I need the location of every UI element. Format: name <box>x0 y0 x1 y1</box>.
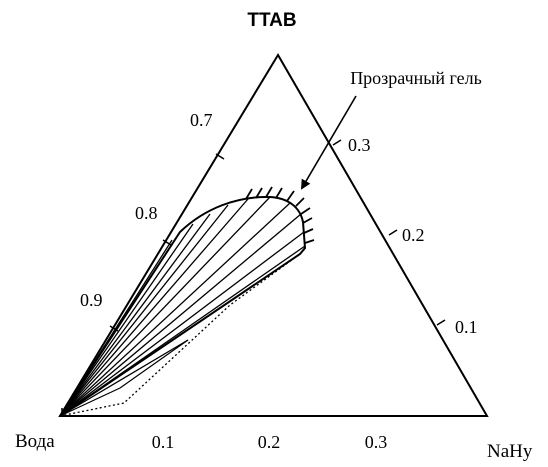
annotation-label: Прозрачный гель <box>350 68 482 88</box>
tie-line <box>59 231 305 417</box>
tie-line <box>59 231 181 417</box>
hatch-mark <box>255 187 263 199</box>
left-edge-label-07: 0.7 <box>190 110 213 130</box>
hatch-mark <box>265 186 273 198</box>
gel-boundary-hatching <box>245 186 315 244</box>
vertex-label-top: TTAB <box>247 10 296 31</box>
hatch-mark <box>303 228 314 234</box>
hatch-mark <box>304 239 315 244</box>
hatch-mark <box>245 188 253 200</box>
right-edge-label-02: 0.2 <box>402 225 425 245</box>
right-tick-01 <box>436 319 446 326</box>
left-tick-07 <box>215 153 225 160</box>
right-edge-label-01: 0.1 <box>455 317 478 337</box>
tie-line <box>59 339 189 417</box>
hatch-mark <box>286 190 295 202</box>
bottom-edge-label-02: 0.2 <box>258 432 281 452</box>
tie-lines <box>59 196 306 417</box>
vertex-label-left: Вода <box>15 431 55 452</box>
edge-ticks <box>61 139 446 416</box>
right-edge-label-03: 0.3 <box>348 135 371 155</box>
right-tick-03 <box>332 139 342 146</box>
tie-line <box>59 196 271 417</box>
bottom-edge-label-03: 0.3 <box>365 432 388 452</box>
ternary-triangle <box>58 53 489 417</box>
tie-line <box>59 223 194 417</box>
lower-phase-boundary <box>59 339 189 417</box>
tie-line <box>59 204 229 417</box>
hatch-mark <box>295 197 305 207</box>
dotted-phase-boundary <box>59 253 301 417</box>
tie-line <box>59 202 291 417</box>
tie-line <box>59 213 302 417</box>
hatch-mark <box>275 187 283 199</box>
tie-line <box>59 198 249 417</box>
bottom-edge-label-01: 0.1 <box>152 432 175 452</box>
tie-line <box>59 213 211 417</box>
hatch-mark <box>300 207 311 215</box>
annotation-arrow <box>300 95 357 190</box>
right-tick-02 <box>388 229 398 236</box>
tie-line <box>59 253 301 417</box>
left-edge-label-08: 0.8 <box>135 203 158 223</box>
hatch-mark <box>302 217 313 224</box>
vertex-label-right: NaHy <box>487 441 533 462</box>
left-edge-label-09: 0.9 <box>80 290 103 310</box>
